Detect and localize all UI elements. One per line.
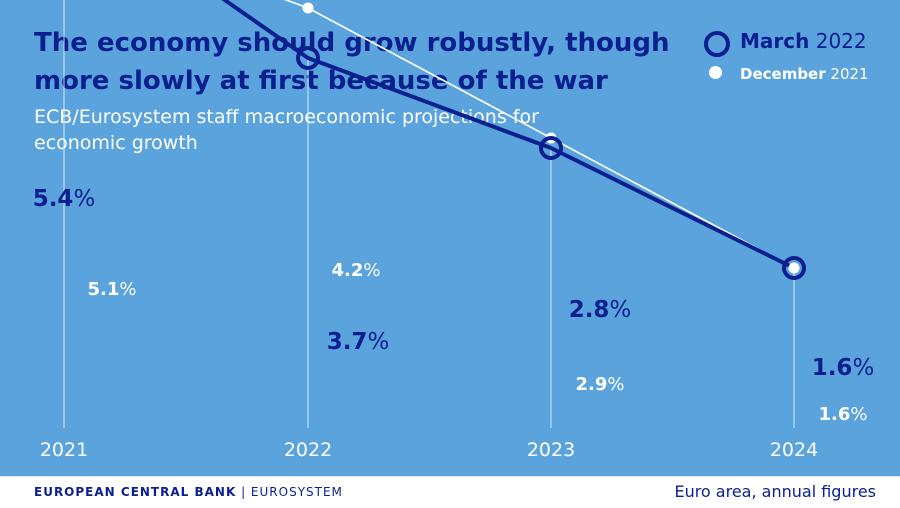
footer: EUROPEAN CENTRAL BANK | EUROSYSTEM Euro … [0, 476, 900, 508]
data-label-march-2022-2022: 3.7% [327, 329, 390, 355]
chart-title: The economy should grow robustly, though… [34, 28, 670, 96]
data-label-december-2021-2022: 4.2% [332, 260, 381, 281]
legend-label-march-2022: March 2022 [740, 29, 867, 53]
point-march-2022-2024 [782, 256, 806, 280]
point-march-2022-2023 [539, 136, 563, 160]
legend-item-december-2021: December 2021 [700, 60, 890, 86]
chart-area: The economy should grow robustly, though… [0, 0, 900, 476]
x-tick-label-2021: 2021 [40, 439, 88, 461]
data-label-march-2022-2024: 1.6% [812, 355, 875, 381]
chart-subtitle: ECB/Eurosystem staff macroeconomic proje… [34, 106, 539, 154]
legend-marker-dot-icon [709, 66, 722, 79]
line-chart: 2021 2022 2023 2024 5.4% 3.7% 2.8% 1.6% 5.1% 4.2%… [33, 0, 875, 461]
footer-note: Euro area, annual figures [674, 482, 876, 501]
data-label-march-2022-2021: 5.4% [33, 186, 96, 212]
legend-item-march-2022: March 2022 [700, 28, 890, 58]
x-tick-label-2024: 2024 [770, 439, 818, 461]
point-march-2022-2022 [296, 46, 320, 70]
x-tick-label-2023: 2023 [527, 439, 575, 461]
series-line-december-2021 [283, 0, 795, 269]
legend-marker-circle-icon [704, 31, 730, 57]
point-december-2021-2024 [788, 262, 800, 274]
ecb-brand-logo: EUROPEAN CENTRAL BANK | EUROSYSTEM [34, 485, 343, 499]
data-label-march-2022-2023: 2.8% [569, 297, 632, 323]
data-label-december-2021-2021: 5.1% [88, 279, 137, 300]
data-label-december-2021-2024: 1.6% [819, 404, 868, 425]
series-line-march-2022 [221, 0, 795, 270]
legend: March 2022 December 2021 [700, 28, 890, 86]
point-december-2021-2022 [302, 2, 314, 14]
legend-label-december-2021: December 2021 [740, 65, 869, 83]
x-tick-label-2022: 2022 [284, 439, 332, 461]
data-label-december-2021-2023: 2.9% [576, 374, 625, 395]
